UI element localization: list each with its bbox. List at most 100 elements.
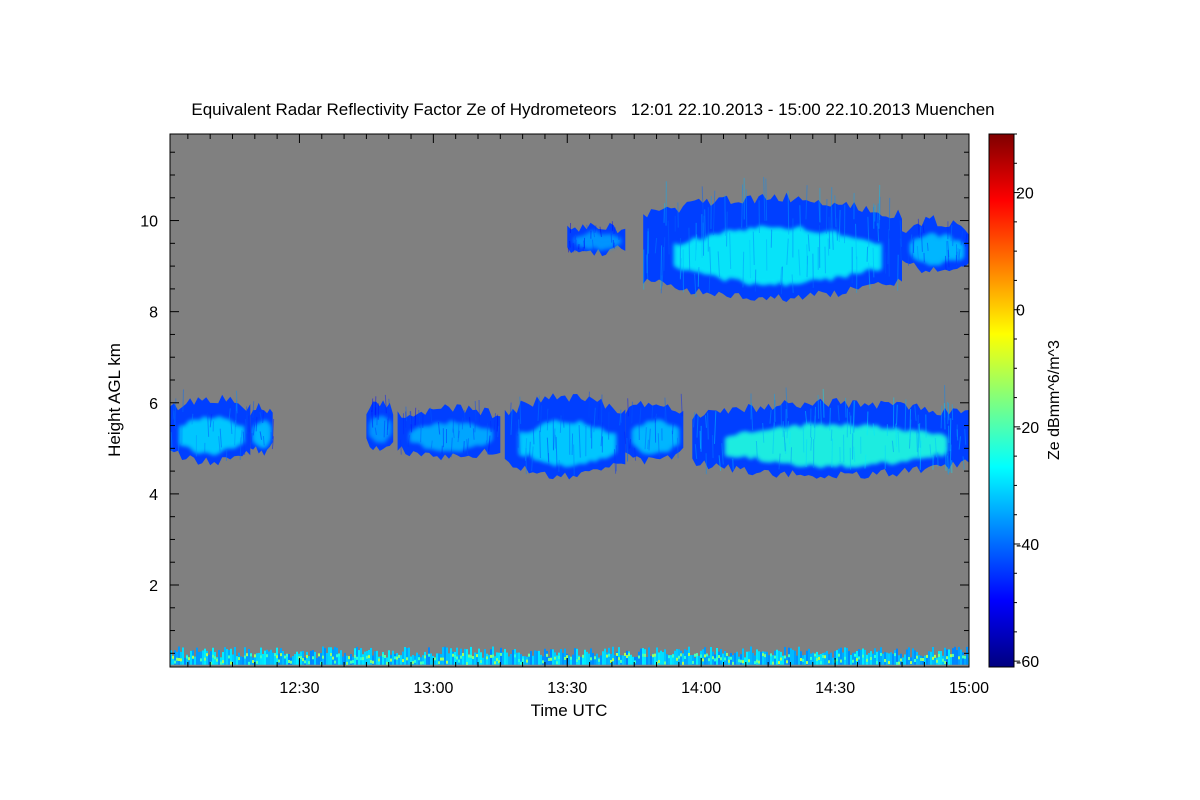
echo-streak <box>466 439 469 456</box>
clutter-column <box>510 654 512 665</box>
clutter-column <box>890 652 892 665</box>
clutter-speck <box>554 656 556 660</box>
clutter-column <box>948 649 950 665</box>
clutter-column <box>250 652 252 665</box>
clutter-column <box>906 649 908 665</box>
clutter-column <box>274 653 276 665</box>
clutter-column <box>570 656 572 665</box>
clutter-column <box>326 652 328 665</box>
echo-peak <box>632 419 679 454</box>
echo-streak <box>613 449 617 474</box>
echo-streak <box>676 437 679 459</box>
echo-streak <box>240 430 243 443</box>
clutter-column <box>564 648 566 665</box>
echo-streak <box>916 245 919 262</box>
clutter-speck <box>222 660 224 664</box>
y-tick-label: 2 <box>149 578 158 595</box>
clutter-speck <box>496 658 498 662</box>
echo-streak <box>819 400 822 425</box>
clutter-column <box>864 649 866 665</box>
clutter-column <box>754 655 756 665</box>
clutter-speck <box>702 658 704 662</box>
clutter-column <box>552 649 554 665</box>
echo-streak <box>866 411 869 436</box>
echo-streak <box>922 224 925 233</box>
clutter-column <box>602 651 604 665</box>
clutter-column <box>178 646 180 665</box>
echo-streak <box>778 453 781 470</box>
clutter-column <box>918 655 920 665</box>
clutter-column <box>320 653 322 665</box>
clutter-column <box>872 653 874 665</box>
echo-streak <box>838 209 841 243</box>
clutter-column <box>762 651 764 665</box>
y-axis-label: Height AGL km <box>105 343 124 457</box>
echo-streak <box>904 399 907 432</box>
clutter-column <box>822 653 824 665</box>
echo-streak <box>721 443 724 465</box>
clutter-column <box>792 649 794 665</box>
echo-streak <box>437 421 441 435</box>
echo-streak <box>400 439 402 455</box>
clutter-speck <box>378 658 380 662</box>
echo-streak <box>946 455 949 474</box>
echo-streak <box>891 440 895 453</box>
clutter-speck <box>598 658 600 662</box>
clutter-column <box>880 647 882 665</box>
clutter-column <box>538 650 540 665</box>
clutter-column <box>474 652 476 665</box>
clutter-column <box>812 652 814 665</box>
clutter-column <box>282 651 284 665</box>
clutter-speck <box>876 661 878 665</box>
clutter-column <box>964 657 966 665</box>
clutter-speck <box>692 660 694 664</box>
clutter-speck <box>228 655 230 659</box>
clutter-column <box>700 650 702 665</box>
echo-streak <box>588 391 590 418</box>
clutter-column <box>690 655 692 665</box>
echo-streak <box>664 397 667 423</box>
clutter-speck <box>418 657 420 661</box>
echo-streak <box>780 266 784 295</box>
echo-streak <box>786 421 789 439</box>
clutter-speck <box>754 661 756 665</box>
clutter-speck <box>856 658 858 662</box>
echo-streak <box>949 418 952 451</box>
clutter-column <box>562 652 564 665</box>
clutter-column <box>840 647 842 665</box>
clutter-column <box>540 654 542 665</box>
echo-streak <box>907 244 910 266</box>
clutter-column <box>660 650 662 665</box>
echo-streak <box>806 255 809 278</box>
echo-streak <box>218 436 221 452</box>
clutter-column <box>350 654 352 665</box>
clutter-column <box>232 654 234 665</box>
clutter-speck <box>704 654 706 658</box>
clutter-speck <box>298 656 300 660</box>
clutter-speck <box>246 653 248 657</box>
clutter-column <box>652 653 654 665</box>
clutter-column <box>268 651 270 665</box>
echo-streak <box>912 238 915 258</box>
clutter-speck <box>756 659 758 663</box>
echo-streak <box>488 435 491 452</box>
clutter-column <box>404 647 406 665</box>
clutter-speck <box>944 661 946 665</box>
clutter-column <box>604 648 606 665</box>
echo-streak <box>694 444 698 459</box>
echo-streak <box>864 454 867 469</box>
clutter-column <box>654 654 656 665</box>
clutter-column <box>610 653 612 665</box>
clutter-column <box>894 650 896 665</box>
clutter-column <box>766 651 768 665</box>
clutter-speck <box>398 654 400 658</box>
clutter-column <box>908 647 910 665</box>
clutter-speck <box>188 657 190 661</box>
clutter-speck <box>348 656 350 660</box>
echo-peak <box>725 423 947 468</box>
echo-streak <box>799 205 801 232</box>
clutter-speck <box>462 652 464 656</box>
clutter-speck <box>476 654 478 658</box>
clutter-column <box>568 655 570 665</box>
